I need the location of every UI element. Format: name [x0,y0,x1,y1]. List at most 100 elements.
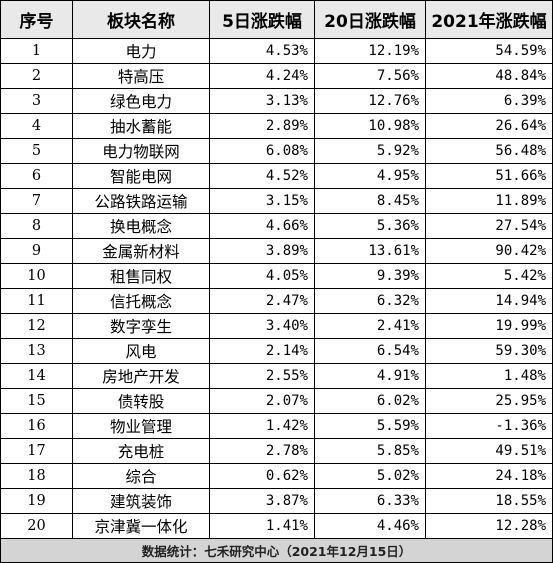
header-sector-name: 板块名称 [72,0,210,39]
table-row: 1 电力 4.53% 12.19% 54.59% [0,38,553,64]
cell-sector-name: 智能电网 [72,163,210,189]
cell-20day-change: 5.02% [314,463,426,489]
cell-sector-name: 电力物联网 [72,138,210,164]
cell-5day-change: 4.05% [209,263,315,289]
cell-2021-change: 12.28% [425,513,553,539]
table-row: 20 京津冀一体化 1.41% 4.46% 12.28% [0,513,553,539]
cell-20day-change: 5.85% [314,438,426,464]
cell-5day-change: 3.40% [209,313,315,339]
cell-5day-change: 2.89% [209,113,315,139]
cell-sector-name: 综合 [72,463,210,489]
cell-2021-change: 49.51% [425,438,553,464]
table-row: 9 金属新材料 3.89% 13.61% 90.42% [0,238,553,264]
cell-2021-change: 56.48% [425,138,553,164]
table-footer: 数据统计：七禾研究中心（2021年12月15日） [0,538,553,563]
table-row: 12 数字孪生 3.40% 2.41% 19.99% [0,313,553,339]
cell-index: 10 [0,263,73,289]
table-body: 1 电力 4.53% 12.19% 54.59% 2 特高压 4.24% 7.56% 48.84%… [0,38,553,539]
cell-index: 8 [0,213,73,239]
table-row: 6 智能电网 4.52% 4.95% 51.66% [0,163,553,189]
cell-20day-change: 6.32% [314,288,426,314]
cell-20day-change: 6.02% [314,388,426,414]
cell-index: 12 [0,313,73,339]
table-row: 16 物业管理 1.42% 5.59% -1.36% [0,413,553,439]
cell-sector-name: 换电概念 [72,213,210,239]
cell-sector-name: 公路铁路运输 [72,188,210,214]
cell-index: 1 [0,38,73,64]
header-row: 序号 板块名称 5日涨跌幅 20日涨跌幅 2021年涨跌幅 [0,0,553,39]
cell-2021-change: 27.54% [425,213,553,239]
cell-index: 20 [0,513,73,539]
cell-5day-change: 4.52% [209,163,315,189]
cell-5day-change: 2.55% [209,363,315,389]
cell-5day-change: 1.42% [209,413,315,439]
table-row: 17 充电桩 2.78% 5.85% 49.51% [0,438,553,464]
cell-index: 13 [0,338,73,364]
cell-20day-change: 6.54% [314,338,426,364]
table-header: 序号 板块名称 5日涨跌幅 20日涨跌幅 2021年涨跌幅 [0,0,553,39]
cell-5day-change: 2.78% [209,438,315,464]
table-row: 19 建筑装饰 3.87% 6.33% 18.55% [0,488,553,514]
cell-20day-change: 9.39% [314,263,426,289]
cell-index: 7 [0,188,73,214]
cell-2021-change: 11.89% [425,188,553,214]
cell-index: 14 [0,363,73,389]
cell-5day-change: 3.87% [209,488,315,514]
cell-20day-change: 12.76% [314,88,426,114]
cell-5day-change: 0.62% [209,463,315,489]
cell-20day-change: 7.56% [314,63,426,89]
cell-20day-change: 4.91% [314,363,426,389]
cell-2021-change: 25.95% [425,388,553,414]
cell-20day-change: 2.41% [314,313,426,339]
cell-index: 4 [0,113,73,139]
table-row: 10 租售同权 4.05% 9.39% 5.42% [0,263,553,289]
cell-5day-change: 4.53% [209,38,315,64]
cell-2021-change: 5.42% [425,263,553,289]
table-row: 15 债转股 2.07% 6.02% 25.95% [0,388,553,414]
cell-index: 17 [0,438,73,464]
table-row: 13 风电 2.14% 6.54% 59.30% [0,338,553,364]
cell-sector-name: 绿色电力 [72,88,210,114]
cell-20day-change: 5.36% [314,213,426,239]
header-2021-change: 2021年涨跌幅 [425,0,553,39]
cell-index: 16 [0,413,73,439]
table-row: 3 绿色电力 3.13% 12.76% 6.39% [0,88,553,114]
cell-2021-change: 51.66% [425,163,553,189]
cell-5day-change: 2.14% [209,338,315,364]
table-row: 5 电力物联网 6.08% 5.92% 56.48% [0,138,553,164]
cell-5day-change: 3.13% [209,88,315,114]
cell-sector-name: 电力 [72,38,210,64]
cell-5day-change: 2.07% [209,388,315,414]
cell-index: 9 [0,238,73,264]
cell-sector-name: 风电 [72,338,210,364]
table-row: 7 公路铁路运输 3.15% 8.45% 11.89% [0,188,553,214]
table-row: 8 换电概念 4.66% 5.36% 27.54% [0,213,553,239]
cell-sector-name: 京津冀一体化 [72,513,210,539]
cell-sector-name: 租售同权 [72,263,210,289]
cell-5day-change: 1.41% [209,513,315,539]
cell-5day-change: 4.24% [209,63,315,89]
cell-2021-change: 14.94% [425,288,553,314]
cell-2021-change: 26.64% [425,113,553,139]
table-row: 18 综合 0.62% 5.02% 24.18% [0,463,553,489]
cell-sector-name: 金属新材料 [72,238,210,264]
table-row: 11 信托概念 2.47% 6.32% 14.94% [0,288,553,314]
cell-index: 18 [0,463,73,489]
cell-2021-change: 90.42% [425,238,553,264]
cell-index: 6 [0,163,73,189]
header-index: 序号 [0,0,73,39]
cell-index: 2 [0,63,73,89]
cell-2021-change: 1.48% [425,363,553,389]
cell-5day-change: 6.08% [209,138,315,164]
cell-2021-change: 48.84% [425,63,553,89]
cell-5day-change: 3.89% [209,238,315,264]
cell-sector-name: 建筑装饰 [72,488,210,514]
cell-index: 5 [0,138,73,164]
cell-sector-name: 抽水蓄能 [72,113,210,139]
cell-2021-change: 24.18% [425,463,553,489]
cell-20day-change: 4.46% [314,513,426,539]
cell-5day-change: 4.66% [209,213,315,239]
cell-index: 11 [0,288,73,314]
